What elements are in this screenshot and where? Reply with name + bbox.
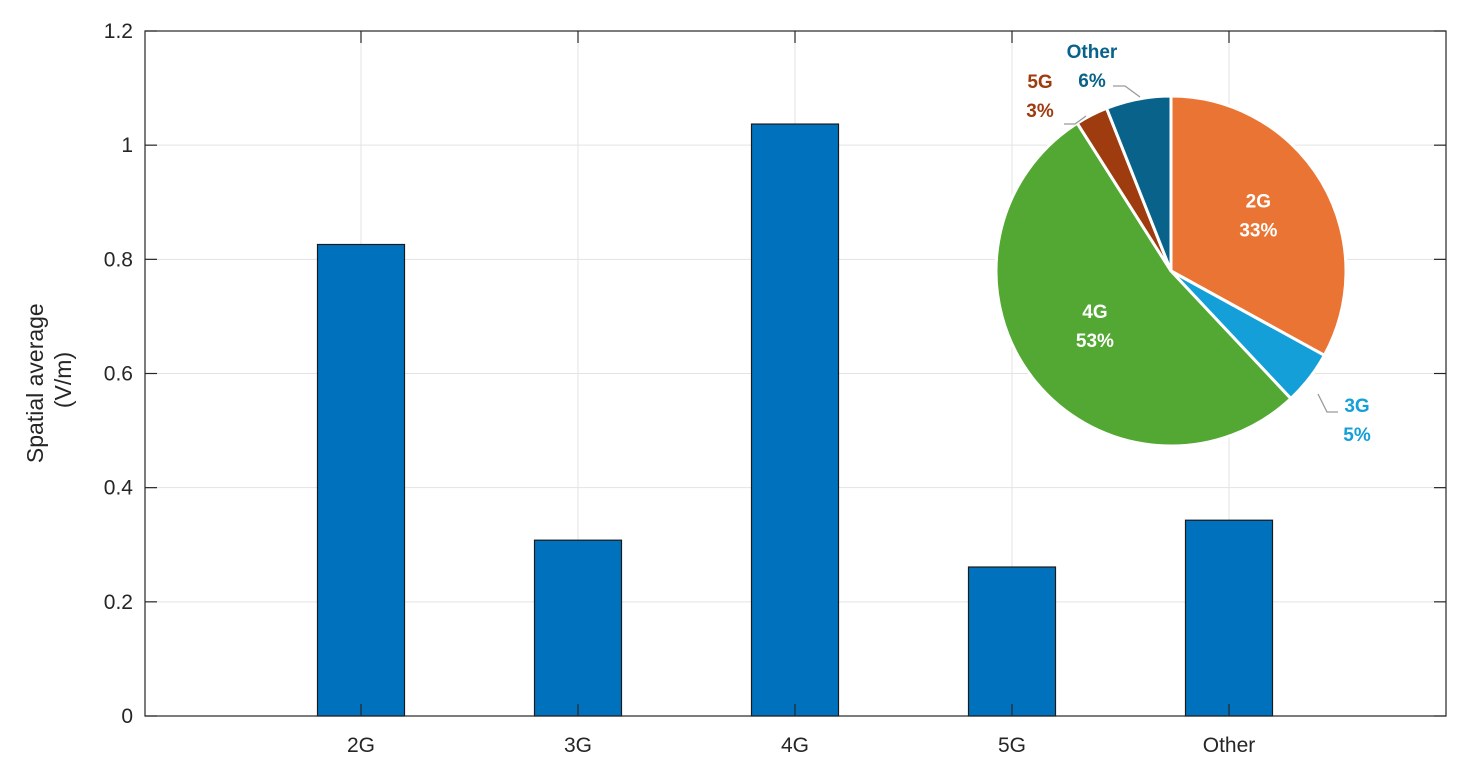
pie-label-pct-3g: 5% — [1343, 425, 1371, 446]
bar-5g — [967, 566, 1057, 717]
ticks: 0 0.2 0.4 0.6 0.8 1 1.2 2G 3G 4G 5G Other — [104, 20, 1446, 757]
y-axis-title-line2: (V/m) — [50, 352, 76, 408]
bar-2g — [316, 243, 406, 717]
y-axis-title-line1: Spatial average — [22, 303, 48, 463]
pie-label-pct-2g: 33% — [1239, 220, 1277, 241]
y-tick-label: 1.2 — [104, 20, 133, 43]
pie-label-name-5g: 5G — [1027, 72, 1052, 93]
pie-leader-5g — [1064, 115, 1087, 125]
y-tick-label: 1 — [121, 134, 133, 157]
y-axis-title: Spatial average (V/m) — [22, 297, 76, 463]
y-tick-label: 0.2 — [104, 591, 133, 614]
pie-slice-2g — [1169, 94, 1348, 357]
y-tick-label: 0.4 — [104, 477, 134, 500]
x-tick-label: 2G — [347, 734, 375, 757]
pie-slice-4g — [994, 121, 1293, 448]
x-tick-label: 4G — [781, 734, 809, 757]
pie-label-name-other: Other — [1067, 42, 1118, 63]
x-tick-label: 3G — [564, 734, 592, 757]
x-tick-label: Other — [1203, 734, 1256, 757]
pie-leader-other — [1113, 85, 1141, 98]
pie-slice-other — [1105, 94, 1173, 273]
y-tick-label: 0 — [121, 705, 133, 728]
pie-label-name-2g: 2G — [1246, 191, 1271, 212]
y-tick-label: 0.6 — [104, 363, 133, 386]
x-tick-label: 5G — [998, 734, 1026, 757]
bar-3g — [533, 539, 623, 717]
pie-label-pct-other: 6% — [1078, 71, 1106, 92]
pie-leader-3g — [1317, 393, 1338, 413]
bar-other — [1184, 519, 1274, 717]
pie-label-name-4g: 4G — [1082, 302, 1107, 323]
pie-inset: 2G 33% 3G 5% 4G 53% 5G 3% Other 6% — [994, 42, 1371, 448]
bar-4g — [750, 123, 840, 717]
y-tick-label: 0.8 — [104, 248, 133, 271]
pie-label-pct-5g: 3% — [1026, 101, 1054, 122]
pie-label-pct-4g: 53% — [1076, 331, 1114, 352]
pie-label-name-3g: 3G — [1344, 396, 1369, 417]
